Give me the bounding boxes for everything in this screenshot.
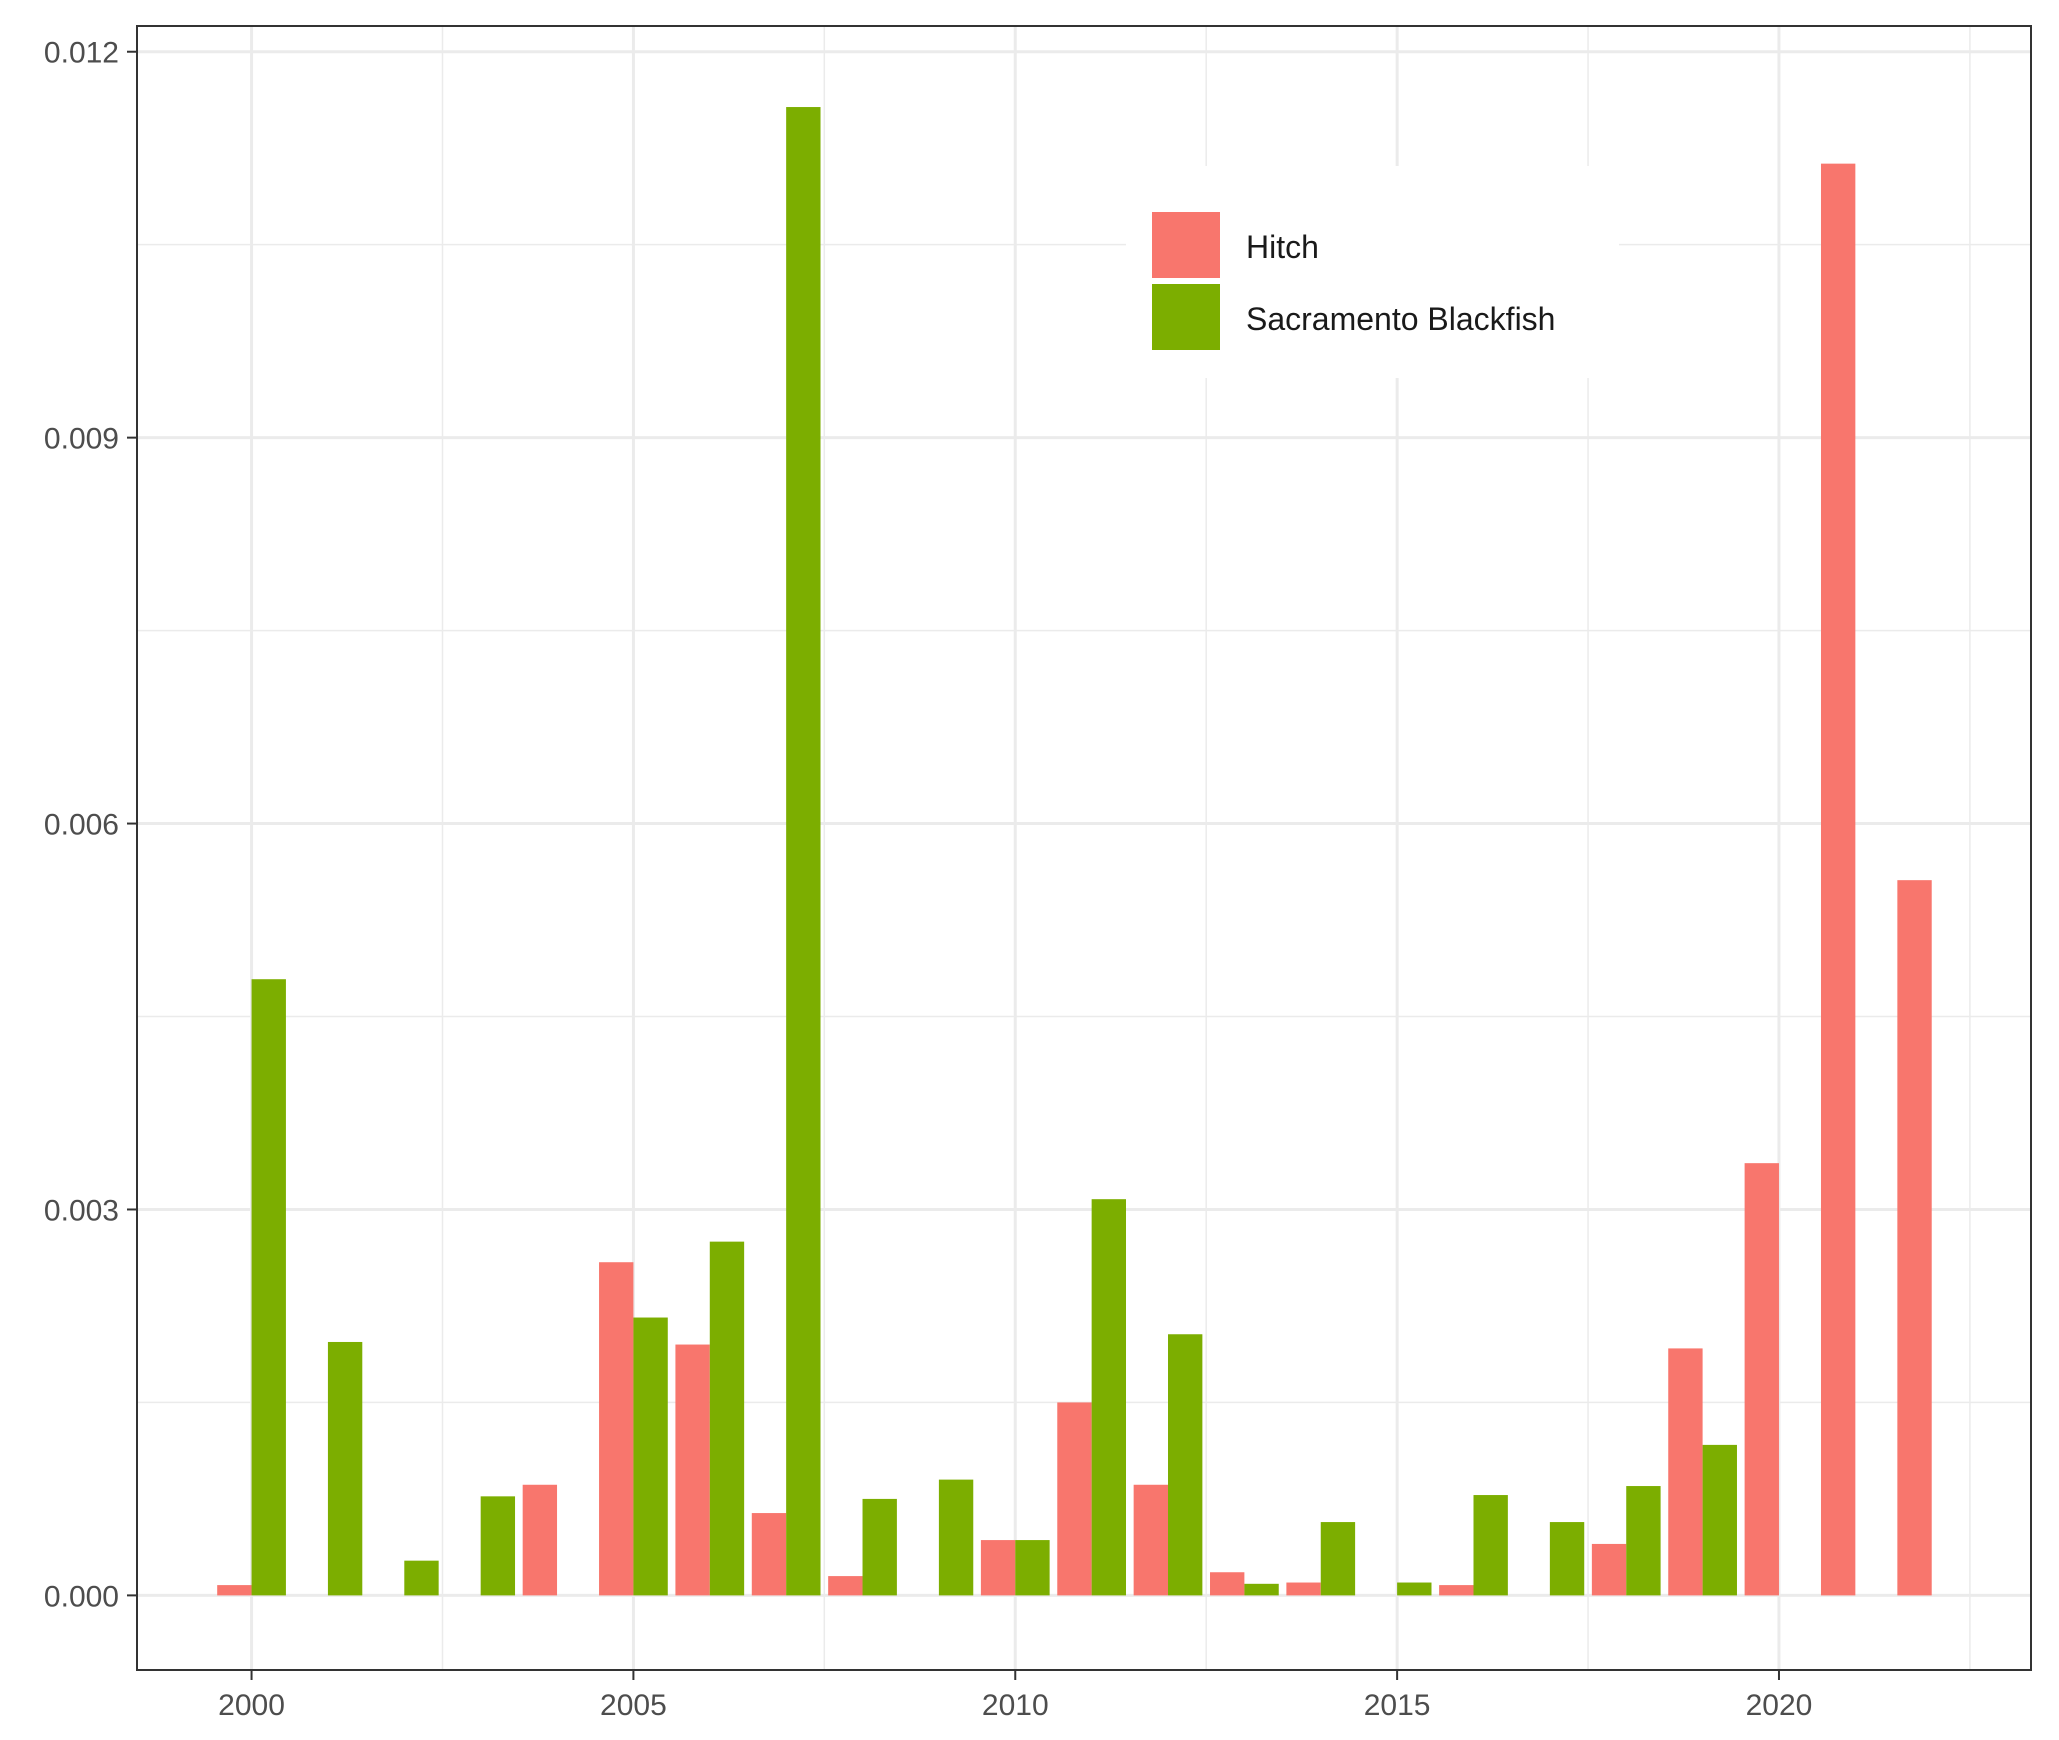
bar-sacramento-blackfish-2011: [1091, 1199, 1127, 1596]
legend-label-sacramento-blackfish: Sacramento Blackfish: [1246, 301, 1555, 337]
y-tick-label: 0.012: [44, 37, 119, 70]
bar-sacramento-blackfish-2014: [1320, 1522, 1356, 1596]
bar-sacramento-blackfish-2000: [251, 979, 286, 1596]
bar-sacramento-blackfish-2009: [938, 1479, 974, 1596]
bar-hitch-2012: [1133, 1484, 1169, 1596]
bar-sacramento-blackfish-2005: [633, 1317, 668, 1596]
y-tick-label: 0.009: [44, 423, 119, 456]
legend-label-hitch: Hitch: [1246, 229, 1319, 265]
y-tick-label: 0.003: [44, 1194, 119, 1227]
bar-hitch-2011: [1057, 1402, 1092, 1596]
x-tick-label: 2000: [218, 1689, 285, 1722]
bar-sacramento-blackfish-2019: [1702, 1444, 1737, 1596]
grid-minor: [137, 26, 2031, 1670]
bar-sacramento-blackfish-2001: [327, 1341, 363, 1596]
bar-sacramento-blackfish-2012: [1168, 1334, 1203, 1596]
bar-hitch-2021: [1820, 163, 1856, 1596]
bar-sacramento-blackfish-2006: [709, 1241, 745, 1596]
x-tick-label: 2010: [982, 1689, 1049, 1722]
plot-border: [136, 25, 2032, 1671]
bar-hitch-2010: [980, 1540, 1016, 1596]
bar-hitch-2022: [1897, 880, 1932, 1596]
bar-sacramento-blackfish-2013: [1244, 1583, 1279, 1596]
y-tick-label: 0.000: [44, 1580, 119, 1613]
legend: Hitch Sacramento Blackfish: [1126, 166, 1619, 378]
bar-hitch-2013: [1210, 1572, 1245, 1596]
bar-sacramento-blackfish-2007: [786, 107, 821, 1596]
bar-hitch-2000: [217, 1585, 252, 1596]
x-tick-label: 2020: [1746, 1689, 1813, 1722]
x-tick-label: 2015: [1364, 1689, 1431, 1722]
y-tick-label: 0.006: [44, 809, 119, 842]
y-axis: 0.000 0.003 0.006 0.009 0.012: [44, 37, 137, 1613]
x-tick-label: 2005: [600, 1689, 667, 1722]
bars: [217, 107, 1932, 1596]
bar-hitch-2014: [1286, 1582, 1321, 1596]
legend-key-hitch: [1152, 212, 1220, 278]
bar-hitch-2016: [1439, 1585, 1474, 1596]
bar-hitch-2019: [1668, 1348, 1703, 1596]
bar-hitch-2004: [522, 1484, 558, 1596]
bar-sacramento-blackfish-2003: [480, 1496, 516, 1596]
x-axis: 2000 2005 2010 2015 2020: [218, 1670, 1812, 1722]
bar-sacramento-blackfish-2002: [404, 1560, 439, 1596]
bar-hitch-2005: [599, 1262, 634, 1596]
bar-sacramento-blackfish-2017: [1549, 1522, 1585, 1596]
bar-sacramento-blackfish-2016: [1473, 1495, 1508, 1596]
bar-hitch-2020: [1744, 1163, 1779, 1596]
bar-hitch-2006: [675, 1344, 710, 1596]
bar-sacramento-blackfish-2008: [862, 1498, 897, 1596]
bar-hitch-2008: [828, 1576, 863, 1596]
bar-sacramento-blackfish-2010: [1015, 1540, 1050, 1596]
plot-panel: [137, 26, 2031, 1670]
bar-hitch-2018: [1591, 1543, 1627, 1596]
bar-hitch-2007: [751, 1513, 787, 1596]
bar-sacramento-blackfish-2018: [1626, 1486, 1661, 1596]
legend-key-sacramento-blackfish: [1152, 284, 1220, 350]
bar-sacramento-blackfish-2015: [1397, 1582, 1432, 1596]
